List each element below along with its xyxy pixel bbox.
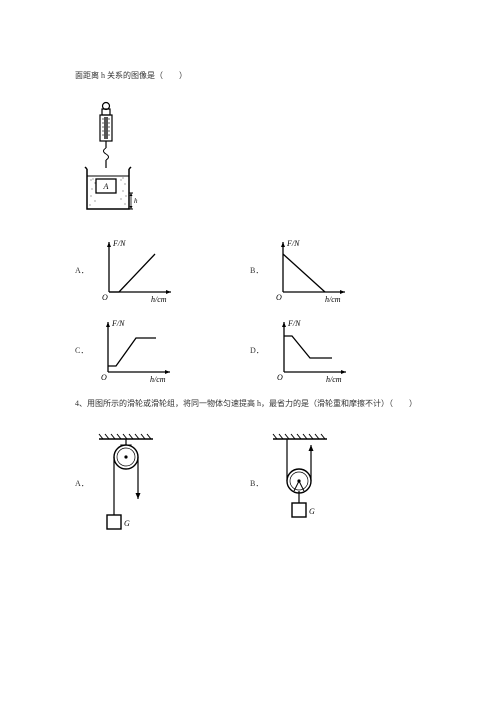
chart-c: F/N h/cm O (94, 316, 174, 386)
svg-text:G: G (124, 519, 130, 528)
svg-text:h/cm: h/cm (151, 295, 167, 304)
q4-num: 4、 (75, 399, 87, 408)
option-label: C． (75, 345, 88, 356)
svg-text:O: O (101, 373, 107, 382)
q4-option-b: B． G (250, 429, 425, 539)
option-label: A． (75, 265, 89, 276)
svg-text:h: h (134, 197, 138, 205)
svg-text:h/cm: h/cm (325, 295, 341, 304)
svg-text:O: O (277, 373, 283, 382)
svg-text:h/cm: h/cm (326, 375, 342, 384)
svg-text:A: A (103, 182, 109, 191)
svg-text:F/N: F/N (111, 319, 125, 328)
q3-row2: C． F/N h/cm O D． F/N h/cm O (75, 316, 425, 386)
pulley-b: G (265, 429, 335, 539)
q4-option-a: A． G (75, 429, 250, 539)
q3-option-b: B． F/N h/cm O (250, 236, 425, 306)
svg-text:G: G (309, 507, 315, 516)
svg-text:O: O (276, 293, 282, 302)
q3-option-a: A． F/N h/cm O (75, 236, 250, 306)
option-label: B． (250, 478, 263, 489)
q4-text: 4、用图所示的滑轮或滑轮组，将同一物体匀速提高 h，最省力的是（滑轮重和摩擦不计… (75, 398, 425, 411)
setup-figure: A h (83, 101, 425, 218)
option-label: B． (250, 265, 263, 276)
svg-text:F/N: F/N (287, 319, 301, 328)
q3-option-c: C． F/N h/cm O (75, 316, 250, 386)
svg-text:F/N: F/N (286, 239, 300, 248)
option-label: D． (250, 345, 264, 356)
option-label: A． (75, 478, 89, 489)
chart-d: F/N h/cm O (270, 316, 350, 386)
q3-text: 面距离 h 关系的图像是（ ） (75, 70, 425, 83)
q3-option-d: D． F/N h/cm O (250, 316, 425, 386)
chart-b: F/N h/cm O (269, 236, 349, 306)
q4-row: A． G B． (75, 429, 425, 539)
svg-text:F/N: F/N (112, 239, 126, 248)
chart-a: F/N h/cm O (95, 236, 175, 306)
pulley-a: G (91, 429, 161, 539)
q3-row1: A． F/N h/cm O B． F/N h/cm O (75, 236, 425, 306)
svg-text:O: O (102, 293, 108, 302)
svg-text:h/cm: h/cm (150, 375, 166, 384)
